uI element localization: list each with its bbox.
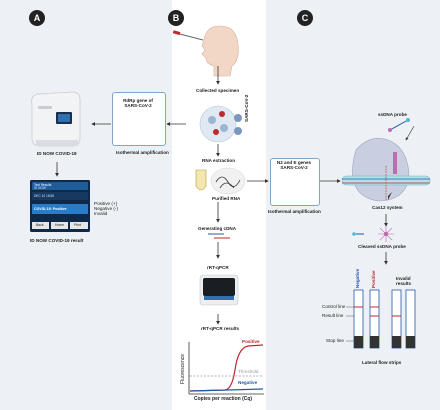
legend-invalid: Invalid: [94, 211, 108, 216]
rrt-qpcr-results-label: rRT-qPCR results: [201, 326, 240, 331]
control-line-label: Control line: [322, 304, 346, 309]
ssdna-probe-label: ssDNA probe: [378, 112, 407, 117]
tube-icon: [195, 169, 207, 191]
cas12-system-label: Cas12 system: [372, 205, 403, 210]
screen-back-button[interactable]: Back: [36, 223, 44, 227]
cas12-complex-icon: [341, 138, 431, 202]
screen-print-button[interactable]: Print: [74, 223, 81, 227]
rna-strands-icon: [210, 167, 246, 195]
chart-negative-label: Negative: [238, 380, 258, 385]
head-profile-icon: [201, 25, 239, 77]
ssdna-probe-icon: [388, 118, 410, 132]
cleaved-probe-label: Cleaved ssDNA probe: [358, 244, 406, 249]
n2-e-gene-label: N2 and E genes SARS-CoV-2: [276, 160, 312, 171]
cdna-lines: [208, 233, 230, 239]
generating-cdna-label: Generating cDNA: [198, 226, 237, 231]
rrt-qpcr-label: rRT-qPCR: [207, 265, 229, 270]
rdrp-gene-box: [112, 92, 166, 146]
screen-home-button[interactable]: Home: [55, 223, 65, 227]
negative-curve: [189, 388, 264, 392]
id-now-device-icon: [31, 91, 81, 147]
chart-positive-label: Positive: [242, 339, 260, 344]
legend-positive: Positive (+): [94, 201, 118, 206]
result-label: ID NOW COVID-19 result: [30, 238, 84, 243]
lateral-flow-strip-icon: [353, 289, 416, 349]
strip-negative-label: Negative: [355, 268, 360, 288]
stop-line-label: Stop line: [326, 338, 344, 343]
purified-rna-label: Purified RNA: [212, 196, 241, 201]
collected-specimen-label: Collected specimen: [196, 88, 240, 93]
strip-pointer-lines: [346, 306, 354, 342]
rdrp-gene-label: RdRp gene of SARS-CoV-2: [123, 98, 153, 109]
screen-header2: ID NOW: [34, 186, 46, 190]
screen-row1: DEC 10 18:55: [34, 194, 55, 198]
pcr-machine-icon: [199, 274, 239, 306]
virus-icon: [199, 105, 242, 143]
result-line-label: Result line: [322, 313, 344, 318]
badge-c: C: [297, 10, 313, 26]
positive-curve: [189, 344, 264, 392]
chart-ylabel: Fluorescence: [180, 353, 186, 384]
isothermal-label-a: Isothermal amplification: [116, 150, 169, 155]
invalid-results-label: Invalid results: [396, 276, 412, 287]
rna-extraction-label: RNA extraction: [202, 158, 236, 163]
screen-header1: Test Results: [34, 183, 52, 187]
badge-b: B: [168, 10, 184, 26]
qpcr-chart: [188, 342, 264, 395]
screen-result-text: COVID-19: Positive: [34, 207, 67, 211]
lateral-flow-label: Lateral flow strips: [362, 360, 402, 365]
swab-icon: [172, 30, 204, 41]
legend-negative: Negative (-): [94, 206, 118, 211]
strip-positive-label: Positive: [371, 270, 376, 288]
chart-xlabel: Copies per reaction (Cq): [194, 396, 253, 402]
device-label: ID NOW COVID-19: [37, 151, 77, 156]
chart-threshold-label: Threshold: [238, 369, 259, 374]
n2-e-gene-box: [270, 158, 320, 206]
result-screen: [30, 180, 90, 232]
cleaved-probe-icon: [352, 226, 394, 242]
sars-label: SARS-CoV-2: [244, 94, 249, 122]
badge-a: A: [29, 10, 45, 26]
isothermal-label-c: Isothermal amplification: [268, 209, 321, 214]
